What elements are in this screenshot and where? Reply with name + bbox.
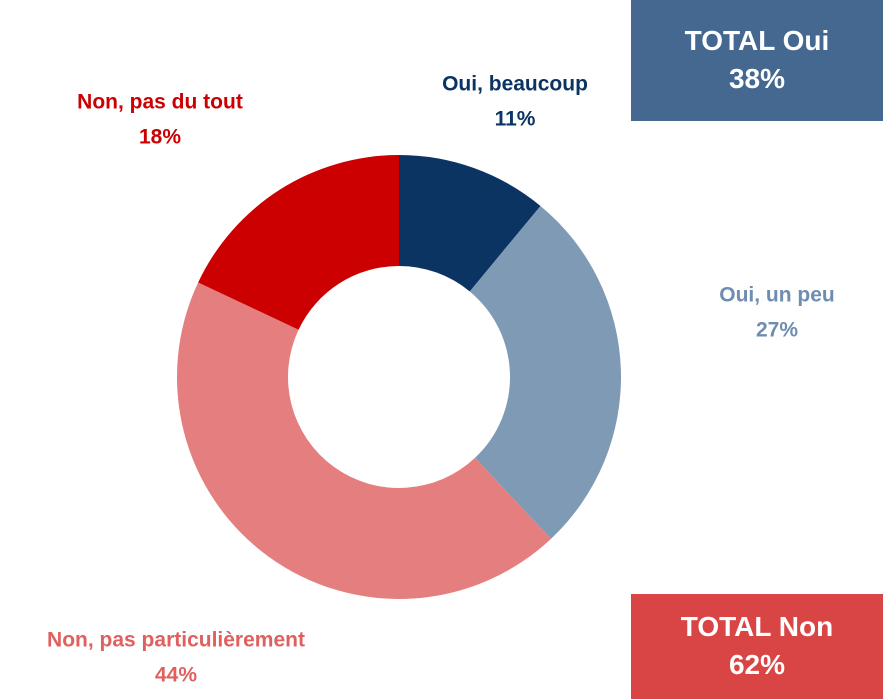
- slice-value-label: 18%: [139, 126, 181, 149]
- total-label: TOTAL Oui: [685, 25, 830, 56]
- total-box: [631, 0, 883, 121]
- slice-label: Non, pas particulièrement: [47, 629, 305, 652]
- total-value: 38%: [729, 63, 785, 94]
- slice-label: Oui, beaucoup: [442, 73, 588, 96]
- slice-value-label: 44%: [155, 664, 197, 687]
- slice-value-label: 11%: [495, 108, 536, 131]
- donut-slice: [399, 155, 541, 292]
- slice-label: Non, pas du tout: [77, 91, 243, 114]
- slice-value-label: 27%: [756, 319, 798, 342]
- donut-slice: [176, 282, 551, 600]
- slice-label: Oui, un peu: [719, 284, 835, 307]
- total-label: TOTAL Non: [681, 611, 833, 642]
- total-box: [631, 594, 883, 699]
- total-value: 62%: [729, 649, 785, 680]
- donut-slice: [198, 155, 399, 330]
- donut-slice: [469, 205, 622, 539]
